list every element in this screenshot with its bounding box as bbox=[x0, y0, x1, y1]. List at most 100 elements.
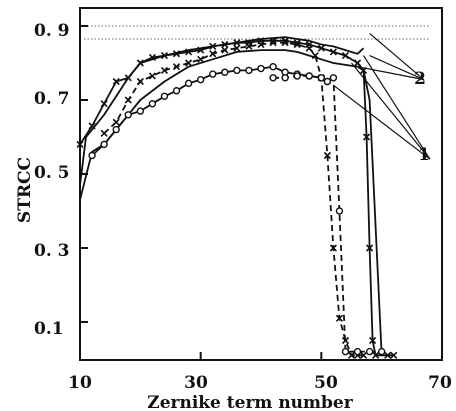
x-tick-label-10: 10 bbox=[68, 373, 92, 393]
x-tick-label-70: 70 bbox=[428, 373, 452, 393]
series-5-point-11 bbox=[377, 347, 386, 356]
series-1-point-1 bbox=[88, 122, 96, 130]
series-1-line bbox=[79, 39, 394, 357]
series-4-point-6 bbox=[160, 92, 169, 101]
series-3-point-1 bbox=[112, 118, 120, 126]
series-5-point-6 bbox=[329, 74, 338, 82]
y-tick-label-0.7: 0. 7 bbox=[34, 89, 70, 109]
series-1-point-11 bbox=[209, 42, 217, 50]
series-5-point-2 bbox=[293, 72, 301, 80]
annotation-1-pointer-0 bbox=[333, 84, 431, 160]
series-3-point-13 bbox=[257, 40, 265, 49]
series-1-point-9 bbox=[185, 48, 193, 56]
series-1-point-29 bbox=[384, 351, 392, 359]
series-4-point-3 bbox=[124, 111, 132, 119]
annotation-label-2: 2 bbox=[414, 69, 426, 89]
series-1-point-28 bbox=[372, 351, 380, 359]
series-5-point-5 bbox=[323, 77, 332, 86]
annotation-2-pointer-2 bbox=[357, 66, 425, 81]
series-1-point-8 bbox=[172, 50, 181, 58]
series-4-point-12 bbox=[233, 66, 241, 75]
series-3-point-7 bbox=[185, 59, 193, 67]
series-1-point-30 bbox=[390, 351, 398, 359]
series-3-point-20 bbox=[323, 151, 331, 160]
series-1-point-25 bbox=[363, 133, 371, 141]
series-3-point-9 bbox=[209, 50, 217, 58]
series-1-point-27 bbox=[369, 336, 377, 345]
series-1-point-2 bbox=[100, 100, 108, 108]
series-3-point-26 bbox=[360, 351, 368, 359]
series-5-point-4 bbox=[317, 74, 326, 82]
series-1-point-22 bbox=[341, 52, 350, 60]
series-2-line bbox=[79, 49, 383, 356]
series-3-point-14 bbox=[269, 39, 277, 47]
series-1-point-6 bbox=[148, 53, 156, 62]
series-1-point-5 bbox=[136, 59, 144, 67]
series-3-point-0 bbox=[100, 129, 108, 137]
series-4-point-13 bbox=[245, 66, 253, 75]
series-5-point-9 bbox=[353, 347, 362, 356]
series-3-point-18 bbox=[311, 52, 319, 60]
series-4-point-9 bbox=[196, 75, 205, 84]
series-3-point-15 bbox=[281, 39, 289, 47]
series-3-point-3 bbox=[136, 77, 144, 86]
series-3-point-24 bbox=[347, 351, 356, 359]
series-1-point-26 bbox=[366, 244, 374, 252]
series-1-point-13 bbox=[233, 39, 241, 47]
series-4-point-14 bbox=[257, 64, 265, 73]
plot-area bbox=[76, 7, 443, 361]
series-5-point-1 bbox=[281, 74, 289, 82]
series-3-point-5 bbox=[160, 66, 169, 74]
series-3-point-11 bbox=[233, 44, 241, 52]
series-5-point-10 bbox=[365, 347, 374, 356]
series-4-point-4 bbox=[136, 107, 145, 115]
series-3-line bbox=[103, 41, 364, 357]
series-3-point-4 bbox=[148, 72, 156, 80]
y-tick-label-0.3: 0. 3 bbox=[34, 241, 70, 261]
annotation-2-pointer-0 bbox=[369, 32, 425, 81]
series-3-point-8 bbox=[197, 55, 205, 63]
series-1-point-23 bbox=[353, 59, 362, 67]
series-3-point-17 bbox=[305, 44, 313, 52]
series-4-point-11 bbox=[221, 68, 229, 76]
series-1-point-7 bbox=[160, 52, 169, 60]
annotation-label-1: 1 bbox=[418, 145, 430, 165]
x-tick-label-30: 30 bbox=[184, 373, 208, 393]
series-1-point-0 bbox=[76, 140, 84, 148]
series-5-point-8 bbox=[341, 347, 350, 356]
series-4-point-5 bbox=[148, 99, 157, 108]
series-4-point-8 bbox=[184, 79, 193, 88]
series-1-point-20 bbox=[317, 44, 325, 52]
series-4-point-7 bbox=[172, 87, 181, 95]
series-3-point-12 bbox=[245, 42, 253, 50]
y-tick-label-0.9: 0. 9 bbox=[34, 21, 70, 41]
x-tick-label-50: 50 bbox=[314, 373, 338, 393]
series-4-point-10 bbox=[209, 70, 217, 78]
y-axis-title: STRCC bbox=[15, 157, 35, 223]
series-5-point-0 bbox=[269, 74, 277, 82]
series-4-point-2 bbox=[112, 125, 120, 134]
series-5-point-3 bbox=[305, 72, 313, 80]
annotation-1-pointer-1 bbox=[351, 62, 431, 160]
series-3-point-10 bbox=[221, 46, 229, 54]
annotation-2-pointer-1 bbox=[369, 55, 425, 81]
series-3-point-6 bbox=[172, 63, 181, 71]
series-4-point-0 bbox=[88, 151, 96, 160]
series-1-point-12 bbox=[221, 40, 229, 49]
plot-frame bbox=[79, 7, 443, 361]
series-1-point-3 bbox=[112, 77, 120, 86]
series-3-point-16 bbox=[293, 40, 301, 49]
series-3-point-21 bbox=[329, 244, 337, 252]
series-3-point-22 bbox=[335, 314, 343, 322]
series-5-point-7 bbox=[335, 207, 344, 215]
series-1-point-4 bbox=[124, 74, 132, 82]
y-tick-label-0.5: 0. 5 bbox=[34, 163, 70, 183]
y-tick-label-0.1: 0.1 bbox=[34, 319, 64, 339]
series-4-point-15 bbox=[269, 62, 277, 71]
series-3-point-2 bbox=[124, 96, 132, 104]
annotation-1-pointer-2 bbox=[363, 55, 431, 160]
x-axis-title: Zernike term number bbox=[147, 393, 353, 411]
series-4-point-1 bbox=[100, 140, 108, 149]
series-1-point-10 bbox=[197, 46, 205, 54]
